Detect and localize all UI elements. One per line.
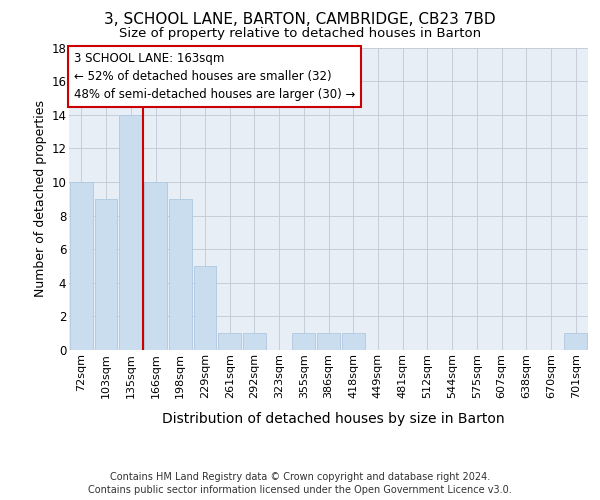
Text: Contains public sector information licensed under the Open Government Licence v3: Contains public sector information licen… [88,485,512,495]
Y-axis label: Number of detached properties: Number of detached properties [34,100,47,297]
Text: Size of property relative to detached houses in Barton: Size of property relative to detached ho… [119,28,481,40]
Text: 3 SCHOOL LANE: 163sqm
← 52% of detached houses are smaller (32)
48% of semi-deta: 3 SCHOOL LANE: 163sqm ← 52% of detached … [74,52,356,101]
Bar [194,266,216,350]
Text: Contains HM Land Registry data © Crown copyright and database right 2024.: Contains HM Land Registry data © Crown c… [110,472,490,482]
Bar [95,198,118,350]
Text: 3, SCHOOL LANE, BARTON, CAMBRIDGE, CB23 7BD: 3, SCHOOL LANE, BARTON, CAMBRIDGE, CB23 … [104,12,496,28]
Bar [317,333,340,350]
Bar [218,333,241,350]
Bar [292,333,315,350]
Bar [243,333,266,350]
Bar [144,182,167,350]
Text: Distribution of detached houses by size in Barton: Distribution of detached houses by size … [161,412,505,426]
Bar [119,114,142,350]
Bar [564,333,587,350]
Bar [342,333,365,350]
Bar [169,198,191,350]
Bar [70,182,93,350]
